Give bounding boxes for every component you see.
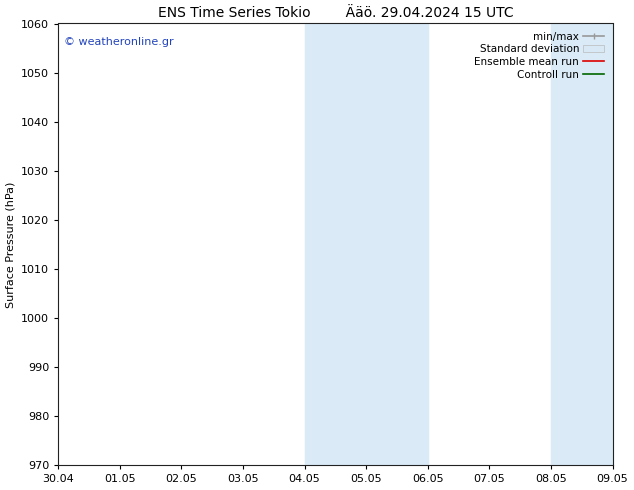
- Text: © weatheronline.gr: © weatheronline.gr: [64, 37, 174, 47]
- Title: ENS Time Series Tokio        Ääö. 29.04.2024 15 UTC: ENS Time Series Tokio Ääö. 29.04.2024 15…: [158, 5, 514, 20]
- Bar: [551, 24, 612, 465]
- Y-axis label: Surface Pressure (hPa): Surface Pressure (hPa): [6, 181, 16, 308]
- Legend: min/max, Standard deviation, Ensemble mean run, Controll run: min/max, Standard deviation, Ensemble me…: [471, 29, 607, 83]
- Bar: [304, 24, 428, 465]
